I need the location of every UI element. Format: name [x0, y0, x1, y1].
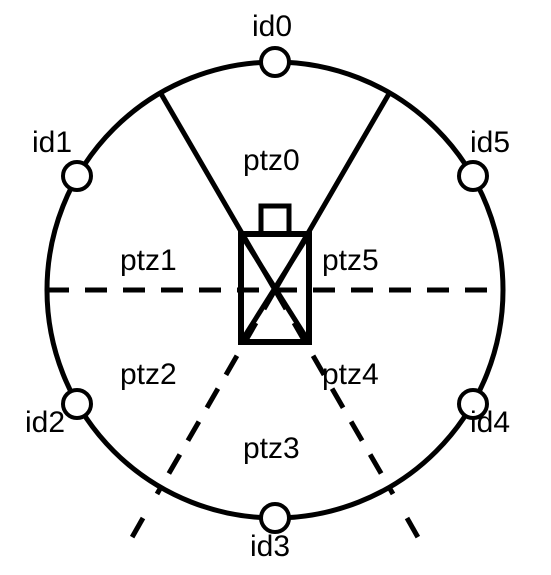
ptz-diagram: id0 id1 id2 id3 id4 id5 ptz0 ptz1 ptz2 ptz3 ptz4 pt… — [0, 0, 551, 575]
node-id5 — [459, 162, 487, 190]
center-small-rect — [261, 206, 289, 234]
node-id3 — [261, 504, 289, 532]
node-label-id1: id1 — [32, 126, 72, 159]
sector-label-ptz0: ptz0 — [243, 144, 300, 177]
sector-label-ptz1: ptz1 — [120, 244, 177, 277]
node-label-id3: id3 — [250, 530, 290, 563]
node-label-id0: id0 — [252, 10, 292, 43]
sector-label-ptz2: ptz2 — [120, 358, 177, 391]
node-label-id2: id2 — [25, 406, 65, 439]
dashed-line-2 — [126, 518, 143, 548]
node-id1 — [63, 162, 91, 190]
node-id2 — [63, 390, 91, 418]
dashed-line-4 — [407, 518, 424, 548]
node-id0 — [261, 48, 289, 76]
node-label-id5: id5 — [470, 126, 510, 159]
sector-label-ptz4: ptz4 — [322, 358, 379, 391]
sector-label-ptz3: ptz3 — [243, 432, 300, 465]
sector-label-ptz5: ptz5 — [322, 244, 379, 277]
node-label-id4: id4 — [470, 406, 510, 439]
